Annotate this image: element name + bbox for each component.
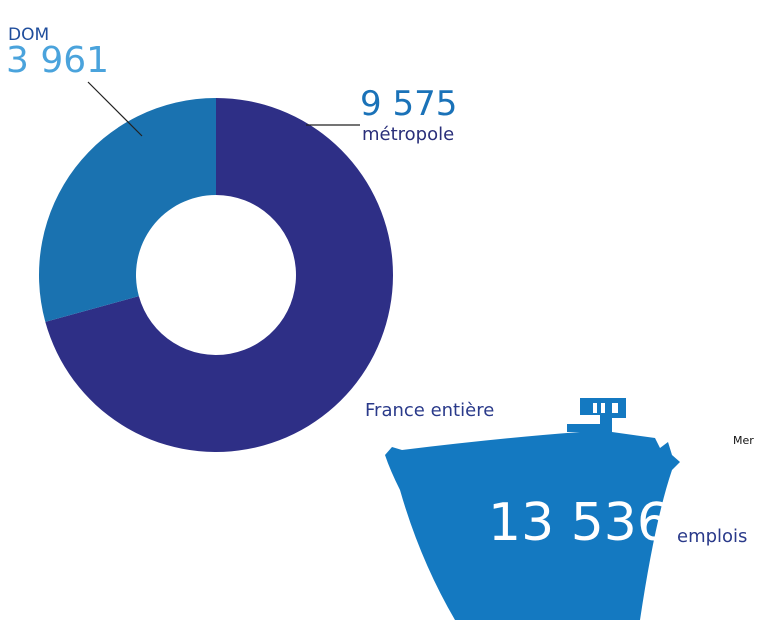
scope-label: France entière <box>365 400 494 421</box>
boat-window <box>593 403 597 413</box>
boat-window <box>612 403 618 413</box>
value-label: 9 575 <box>360 84 457 124</box>
donut-segment <box>38 98 216 322</box>
donut-segment <box>45 98 394 452</box>
sector-label: Mer <box>733 434 754 447</box>
category-label: DOM <box>8 25 49 45</box>
donut-chart <box>38 98 394 452</box>
value-label: 3 961 <box>6 40 109 81</box>
leader-line <box>87 81 143 137</box>
boat <box>385 398 680 620</box>
total-value: 13 536 <box>488 493 670 553</box>
category-label: métropole <box>362 124 454 145</box>
unit-label: emplois <box>677 526 747 547</box>
boat-window <box>601 403 605 413</box>
